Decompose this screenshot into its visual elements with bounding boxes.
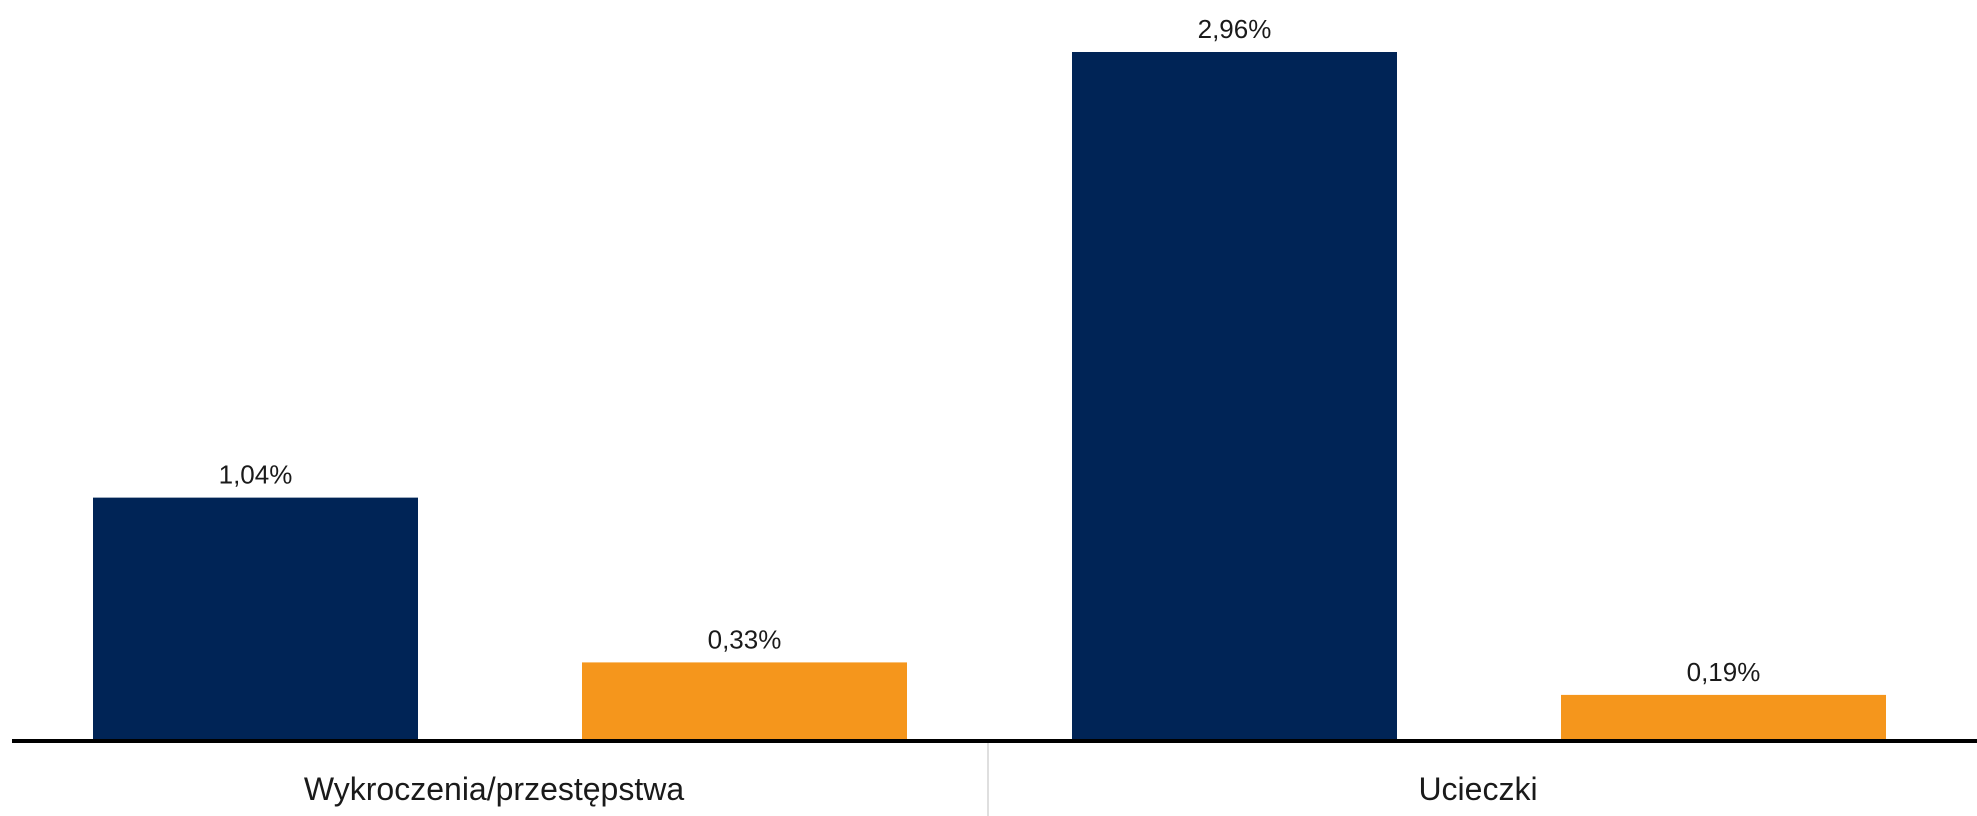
bar-navy-2 [1072, 52, 1397, 739]
data-label-orange-1: 0,33% [708, 624, 782, 654]
data-label-orange-2: 0,19% [1687, 657, 1761, 687]
bar-navy-1 [93, 497, 418, 739]
bar-orange-1 [582, 662, 907, 739]
bars-group [93, 52, 1886, 739]
data-label-navy-1: 1,04% [219, 460, 293, 490]
bar-orange-2 [1561, 694, 1886, 739]
category-label-1: Wykroczenia/przestępstwa [304, 771, 685, 807]
category-labels-group: Wykroczenia/przestępstwa Ucieczki [304, 771, 1538, 807]
data-label-navy-2: 2,96% [1198, 14, 1272, 44]
value-labels-group: 1,04% 0,33% 2,96% 0,19% [219, 14, 1761, 687]
category-label-2: Ucieczki [1418, 771, 1537, 807]
